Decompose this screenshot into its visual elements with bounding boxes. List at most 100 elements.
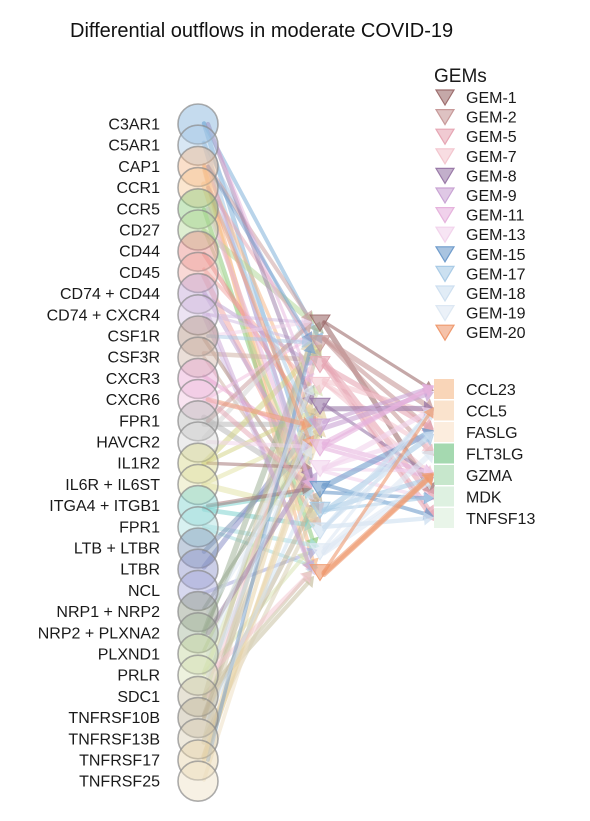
receptor-label: FPR1 bbox=[119, 413, 160, 430]
ligand-label: FLT3LG bbox=[466, 447, 524, 464]
receptor-node-plxnd1: PLXND1 bbox=[98, 633, 219, 675]
receptor-node-nrp1-nrp2: NRP1 + NRP2 bbox=[56, 590, 219, 633]
receptor-node-ltb-ltbr: LTB + LTBR bbox=[74, 527, 219, 569]
receptor-label: CD74 + CXCR4 bbox=[47, 307, 160, 324]
receptor-label: CCR1 bbox=[116, 180, 160, 197]
gem-node-gem-11 bbox=[309, 439, 331, 457]
ligand-node-tnfsf13: TNFSF13 bbox=[434, 508, 535, 528]
legend-triangle-icon bbox=[434, 265, 456, 283]
receptor-label: TNFRSF13B bbox=[68, 731, 160, 748]
legend-label: GEM-13 bbox=[466, 227, 526, 244]
receptor-node-cd45: CD45 bbox=[119, 251, 219, 294]
legend-item-gem-2: GEM-2 bbox=[434, 108, 517, 127]
legend-label: GEM-1 bbox=[466, 90, 517, 107]
ligand-node-faslg: FASLG bbox=[434, 422, 518, 442]
gem-node-gem-18 bbox=[309, 522, 331, 540]
legend-triangle-icon bbox=[434, 148, 456, 165]
gem-node-gem-2 bbox=[309, 335, 331, 353]
gem-node-gem-9 bbox=[309, 418, 331, 436]
gem-node-gem-7 bbox=[309, 376, 331, 395]
receptor-node-c3ar1: C3AR1 bbox=[108, 103, 219, 145]
legend-item-gem-19: GEM-19 bbox=[434, 305, 526, 323]
receptor-node-csf3r: CSF3R bbox=[108, 336, 219, 379]
ligand-node-ccl5: CCL5 bbox=[434, 400, 507, 421]
legend-item-gem-7: GEM-7 bbox=[434, 148, 517, 166]
legend-item-gem-1: GEM-1 bbox=[434, 89, 517, 107]
flow-arrow bbox=[206, 488, 314, 720]
legend-label: GEM-7 bbox=[466, 149, 517, 166]
legend-item-gem-11: GEM-11 bbox=[434, 207, 524, 225]
receptor-node-havcr2: HAVCR2 bbox=[96, 421, 219, 463]
receptor-label: CSF3R bbox=[108, 350, 160, 367]
receptor-node-cd44: CD44 bbox=[119, 230, 219, 272]
receptor-label: IL6R + IL6ST bbox=[65, 477, 160, 494]
legend-triangle-icon bbox=[434, 226, 456, 244]
receptor-node-cd27: CD27 bbox=[119, 209, 219, 251]
receptor-label: PRLR bbox=[117, 668, 160, 685]
receptor-label: CD27 bbox=[119, 223, 160, 240]
flow-arrow bbox=[321, 383, 434, 450]
gem-node-gem-8 bbox=[309, 397, 331, 416]
legend-label: GEM-2 bbox=[466, 110, 517, 127]
receptor-node-cxcr3: CXCR3 bbox=[106, 357, 219, 400]
legend-label: GEM-5 bbox=[466, 129, 517, 146]
chart-title: Differential outflows in moderate COVID-… bbox=[70, 20, 454, 42]
legend-triangle-icon bbox=[434, 89, 456, 107]
receptor-node-itga4-itgb1: ITGA4 + ITGB1 bbox=[49, 484, 219, 527]
legend-title: GEMs bbox=[434, 66, 487, 87]
flow-arrow bbox=[205, 312, 315, 572]
legend-triangle-icon bbox=[434, 128, 456, 146]
receptor-label: CD74 + CD44 bbox=[60, 286, 160, 303]
receptor-label: LTB + LTBR bbox=[74, 541, 160, 558]
receptor-nodes: C3AR1 C5AR1 CAP1 CCR1 CCR5 CD27 CD44 CD45 CD74 +… bbox=[38, 103, 219, 803]
receptor-label: LTBR bbox=[120, 562, 160, 579]
receptor-node-ltbr: LTBR bbox=[120, 548, 219, 591]
ligand-label: FASLG bbox=[466, 425, 518, 442]
receptor-label: IL1R2 bbox=[117, 456, 160, 473]
receptor-label: C3AR1 bbox=[108, 117, 160, 134]
receptor-node-il6r-il6st: IL6R + IL6ST bbox=[65, 463, 219, 506]
receptor-node-nrp2-plxna2: NRP2 + PLXNA2 bbox=[38, 611, 219, 654]
legend-label: GEM-17 bbox=[466, 266, 526, 283]
receptor-node-fpr1: FPR1 bbox=[119, 505, 219, 548]
receptor-label: CSF1R bbox=[108, 329, 160, 346]
receptor-label: CXCR3 bbox=[106, 371, 160, 388]
receptor-label: CXCR6 bbox=[106, 392, 160, 409]
flow-arrow bbox=[206, 164, 313, 343]
ligand-label: MDK bbox=[466, 490, 502, 507]
receptor-label: NRP1 + NRP2 bbox=[56, 604, 160, 621]
flow-arrow bbox=[205, 571, 312, 678]
receptor-node-ncl: NCL bbox=[128, 569, 219, 612]
flow-arrow bbox=[322, 407, 434, 574]
receptor-label: HAVCR2 bbox=[96, 435, 160, 452]
flow-arrow bbox=[321, 473, 434, 578]
flow-arrow bbox=[206, 446, 312, 614]
receptor-node-tnfrsf17: TNFRSF17 bbox=[79, 739, 219, 781]
receptor-label: ITGA4 + ITGB1 bbox=[49, 498, 160, 515]
ligand-node-flt3lg: FLT3LG bbox=[434, 443, 524, 464]
receptor-label: TNFRSF25 bbox=[79, 774, 160, 791]
receptor-node-cxcr6: CXCR6 bbox=[106, 378, 219, 421]
receptor-node-fpr1: FPR1 bbox=[119, 399, 219, 442]
ligand-node-ccl23: CCL23 bbox=[434, 379, 516, 399]
legend-item-gem-9: GEM-9 bbox=[434, 187, 517, 205]
receptor-node-ccr5: CCR5 bbox=[116, 188, 219, 230]
receptor-label: PLXND1 bbox=[98, 647, 160, 664]
ligand-label: CCL23 bbox=[466, 382, 516, 399]
gem-node-gem-15 bbox=[309, 480, 331, 499]
legend-item-gem-17: GEM-17 bbox=[434, 265, 526, 283]
legend-item-gem-8: GEM-8 bbox=[434, 167, 517, 185]
receptor-node-tnfrsf25: TNFRSF25 bbox=[79, 760, 219, 803]
ligand-label: CCL5 bbox=[466, 404, 507, 421]
flow-arrow bbox=[205, 426, 315, 678]
legend-label: GEM-19 bbox=[466, 306, 526, 323]
gem-node-gem-19 bbox=[309, 543, 331, 561]
gem-node-gem-1 bbox=[309, 314, 331, 332]
receptor-node-sdc1: SDC1 bbox=[117, 675, 219, 718]
legend-label: GEM-11 bbox=[466, 208, 524, 225]
gem-node-gem-5 bbox=[309, 356, 331, 374]
receptor-label: CCR5 bbox=[116, 201, 160, 218]
gem-node-gem-17 bbox=[309, 501, 331, 520]
receptor-label: C5AR1 bbox=[108, 138, 160, 155]
